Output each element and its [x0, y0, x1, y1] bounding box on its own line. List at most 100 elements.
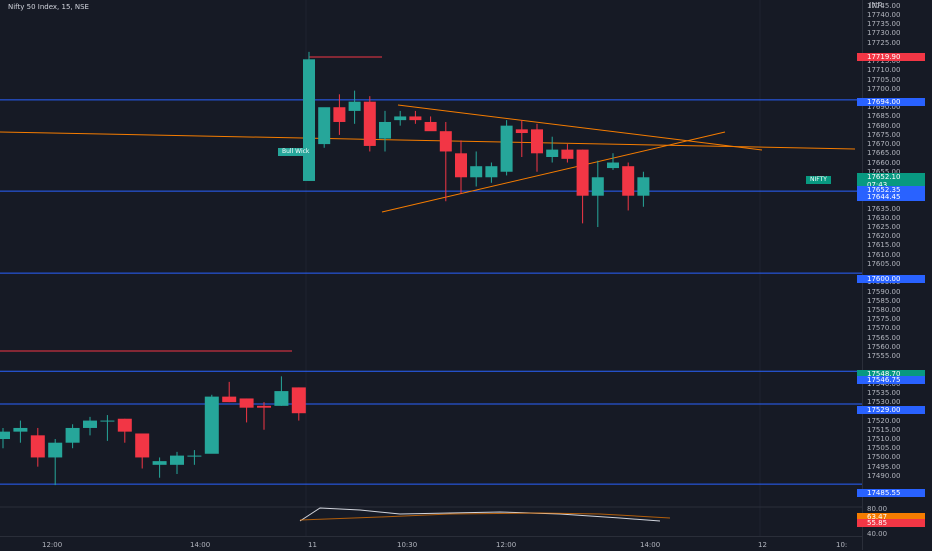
price-tick-label: 17700.00 [867, 84, 901, 93]
symbol-price-flag: NIFTY [806, 176, 831, 184]
price-tick-label: 17535.00 [867, 388, 901, 397]
time-tick-label: 12 [758, 541, 767, 549]
candle-body [100, 420, 115, 422]
candle-body [439, 131, 452, 152]
price-tick-label: 17740.00 [867, 11, 901, 20]
price-tick-label: 17615.00 [867, 241, 901, 250]
trendline [0, 131, 856, 150]
pattern-label: Bull Wick [278, 148, 314, 156]
candle-body [607, 162, 619, 169]
candlestick-chart[interactable] [0, 0, 862, 536]
candle-body [135, 433, 150, 458]
chart-plot-area[interactable]: Nifty 50 Index, 15, NSE NIFTY Bull Wick [0, 0, 862, 536]
price-tag: 17694.00 [857, 98, 925, 106]
time-tick-label: 14:00 [190, 541, 211, 549]
time-tick-label: 12:00 [496, 541, 517, 549]
candle-body [291, 387, 306, 414]
price-tick-label: 17530.00 [867, 398, 901, 407]
indicator-line-secondary [299, 512, 671, 521]
price-tag: 17652.35 [857, 186, 925, 194]
price-tick-label: 17630.00 [867, 213, 901, 222]
price-tick-label: 17625.00 [867, 223, 901, 232]
price-tick-label: 17685.00 [867, 112, 901, 121]
candle-body [409, 116, 422, 121]
candle-body [515, 129, 528, 134]
price-axis[interactable]: INR 17745.00 17740.00 17735.00 17730.00 1772… [857, 0, 932, 550]
price-tick-label: 17730.00 [867, 29, 901, 38]
price-tag: 17548.70 [857, 370, 925, 378]
price-tag: 17652.10 [857, 173, 925, 181]
candle-body [455, 153, 467, 178]
time-axis[interactable]: 12:00 14:00 11 10:30 12:00 14:00 12 10: [0, 536, 862, 551]
candle-body [637, 177, 650, 196]
price-tick-label: 17500.00 [867, 453, 901, 462]
price-tick-label: 17570.00 [867, 324, 901, 333]
indicator-tick-label: 80.00 [867, 505, 888, 513]
candle-body [152, 461, 167, 465]
price-tick-label: 17495.00 [867, 462, 901, 471]
price-tick-label: 17560.00 [867, 342, 901, 351]
price-tick-label: 17510.00 [867, 435, 901, 443]
candle-body [394, 116, 407, 121]
candle-body [257, 405, 271, 408]
candle-body [222, 396, 237, 403]
candle-body [333, 107, 346, 122]
price-tick-label: 17580.00 [867, 305, 901, 314]
time-tick-label: 10: [836, 541, 848, 549]
price-tick-label: 17660.00 [867, 158, 901, 167]
price-tag: 17719.90 [857, 53, 925, 61]
candle-body [576, 149, 589, 196]
candle-body [531, 129, 543, 154]
price-tick-label: 17520.00 [867, 416, 901, 425]
candle-body [48, 442, 63, 458]
candle-body [117, 418, 132, 432]
indicator-line-primary [299, 507, 661, 522]
price-tick-label: 17715.00 [867, 57, 901, 66]
price-tick-label: 17555.00 [867, 352, 901, 361]
candle-body [274, 391, 289, 406]
candle-body [470, 166, 483, 178]
candle-body [485, 166, 498, 178]
triangle-upper-trendline [397, 104, 763, 151]
candle-body [348, 101, 361, 111]
price-tick-label: 17675.00 [867, 130, 901, 139]
price-tick-label: 17725.00 [867, 38, 901, 47]
price-tick-label: 17490.00 [867, 471, 901, 480]
price-tag: 17485.55 [857, 489, 925, 497]
indicator-tick-label: 40.00 [867, 530, 888, 538]
candle-body [591, 177, 604, 196]
price-tick-label: 17515.00 [867, 425, 901, 434]
price-tick-label: 17635.00 [867, 204, 901, 213]
price-tick-label: 17710.00 [867, 66, 901, 75]
price-tick-label: 17690.00 [867, 103, 901, 112]
candle-body [546, 149, 559, 157]
price-tick-label: 17665.00 [867, 149, 901, 158]
price-tag: 17546.75 [857, 376, 925, 384]
candle-body [65, 427, 80, 443]
time-tick-label: 11 [308, 541, 317, 549]
candle-body [500, 125, 513, 172]
currency-label: INR [869, 1, 883, 10]
price-tick-label: 17655.00 [867, 167, 901, 176]
time-tick-label: 12:00 [42, 541, 63, 549]
price-tick-label: 17735.00 [867, 20, 901, 29]
symbol-title: Nifty 50 Index, 15, NSE [8, 3, 89, 11]
candle-body [363, 101, 376, 146]
price-tick-label: 17505.00 [867, 444, 901, 453]
triangle-lower-trendline [381, 131, 726, 213]
price-tick-label: 17590.00 [867, 287, 901, 296]
candle-body [170, 455, 184, 465]
candle-body [0, 431, 10, 440]
candle-body [239, 398, 254, 408]
price-tick-label: 17565.00 [867, 333, 901, 342]
candle-body [30, 435, 45, 458]
price-tick-label: 17610.00 [867, 250, 901, 259]
price-tick-label: 17605.00 [867, 259, 901, 268]
indicator-value-tag: 55.85 [857, 519, 925, 527]
price-tick-label: 17705.00 [867, 75, 901, 84]
price-tick-label: 17575.00 [867, 315, 901, 324]
indicator-value-tag: 63.47 [857, 513, 925, 521]
price-tick-label: 17620.00 [867, 232, 901, 241]
candle-body [303, 59, 315, 181]
candle-body [83, 420, 97, 428]
